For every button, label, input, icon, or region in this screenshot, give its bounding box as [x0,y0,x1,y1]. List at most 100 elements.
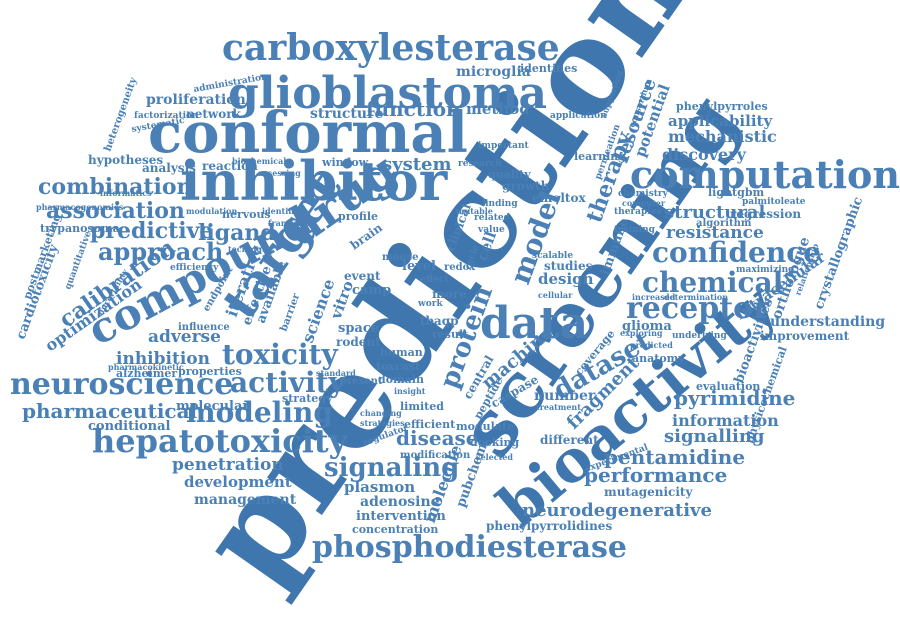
word-pharmaceutical: pharmaceutical [22,399,198,423]
word-signalling: signalling [664,426,765,447]
word-important: important [478,141,530,151]
word-phenylpyrrolidines: phenylpyrrolidines [486,519,612,533]
word-method: method [466,100,530,118]
word-approach: approach [98,237,223,266]
word-research: research [458,159,502,169]
word-modification: modification [400,450,471,461]
word-confidence: confidence [652,236,821,269]
word-concentration: concentration [352,523,438,536]
word-cellular: cellular [538,290,573,300]
word-limited: limited [400,400,444,413]
word-mouse: mouse [382,252,419,263]
word-understanding: understanding [770,314,885,330]
word-analysis: analysis [142,161,196,175]
word-inhibition: inhibition [116,349,210,369]
word-barrier: barrier [278,292,302,334]
word-adenosine: adenosine [360,494,440,510]
word-function: function [366,97,461,121]
word-regression: regression [730,207,801,221]
word-resistance: resistance [666,223,764,243]
word-biochemical: biochemical [232,156,286,166]
word-learning: learning [574,150,626,163]
word-pyrimidine: pyrimidine [674,386,795,410]
word-neurodegenerative: neurodegenerative [522,500,712,521]
word-adverse: adverse [148,327,221,347]
word-performance: performance [584,463,727,487]
word-emoltox: emoltox [532,191,586,205]
word-strategies: strategies [360,418,405,428]
word-strategy: strategy [282,392,333,405]
word-phenylpyrroles: phenylpyrroles [676,100,768,113]
word-structural: structural [664,202,766,223]
word-pentamidine: pentamidine [604,445,745,469]
word-molecular: molecular [176,399,249,414]
word-anatomy: anatomy [632,352,685,365]
word-modeling: modeling [186,396,333,429]
word-hypotheses: hypotheses [88,153,163,167]
word-identifies: identifies [520,62,577,75]
word-activity: activity [230,366,346,399]
word-network: network [186,107,242,121]
word-management: management [194,492,297,508]
word-number: number [534,388,596,404]
word-lightgbm: lightgbm [708,186,765,199]
word-reaction: reaction [202,159,258,173]
word-computer: computer [622,198,666,208]
word-efficient: efficient [404,418,456,431]
word-trypanosoma: trypanosoma [40,222,120,235]
word-treatment: treatment [536,402,581,412]
word-pharmacokinetic: pharmacokinetic [108,362,184,372]
word-data: data [480,298,588,349]
word-event: event [344,269,381,283]
word-phosphodiesterase: phosphodiesterase [312,530,627,565]
word-space: space [338,321,379,336]
word-selected: selected [476,452,513,462]
word-effect: effect [420,275,449,285]
word-training: training [614,225,656,235]
word-neuroscience: neuroscience [10,367,233,402]
word-predicted: predicted [630,340,673,350]
word-level: level [402,259,436,274]
word-mechanistic: mechanistic [668,127,777,146]
word-chemical: chemical [642,266,783,299]
word-association: association [46,198,185,224]
word-redox: redox [444,262,476,273]
word-quality: quality [488,168,531,181]
word-properties: properties [178,365,242,378]
word-conditional: conditional [88,419,171,434]
word-development: development [184,473,292,491]
word-inhibitor: inhibitor [180,149,448,213]
word-exploring: exploring [620,328,663,338]
word-algorithm: algorithm [696,218,752,229]
word-related: related [474,213,511,223]
word-maximizing: maximizing [736,265,795,275]
word-profile: profile [338,210,378,223]
word-domain: domain [378,373,424,386]
word-pharmacogenomics: pharmacogenomics [36,202,124,212]
word-informatics: informatics [100,188,152,198]
word-nervous: nervous [222,208,271,221]
word-toxicity: toxicity [222,338,339,371]
word-design: design [538,270,594,288]
word-glioblastoma: glioblastoma [228,68,547,119]
word-improvement: improvement [760,329,850,343]
word-scalable: scalable [532,251,573,261]
word-tbaqp: tbaqp [420,314,459,328]
word-application: application [550,111,607,121]
word-insight: insight [394,386,426,396]
word-penetration: penetration [172,455,284,475]
word-carboxylesterase: carboxylesterase [222,27,560,69]
word-intervention: intervention [356,509,446,524]
word-modulate: modulate [456,420,514,433]
word-more: more [432,287,467,301]
word-receptor: receptor [626,291,770,326]
word-technique: technique [228,244,273,254]
word-human: human [380,346,423,359]
word-evaluation: evaluation [696,380,760,393]
word-standard: standard [316,368,356,378]
word-system: system [382,154,452,175]
word-information: information [672,411,779,430]
word-docking: docking [470,436,520,449]
